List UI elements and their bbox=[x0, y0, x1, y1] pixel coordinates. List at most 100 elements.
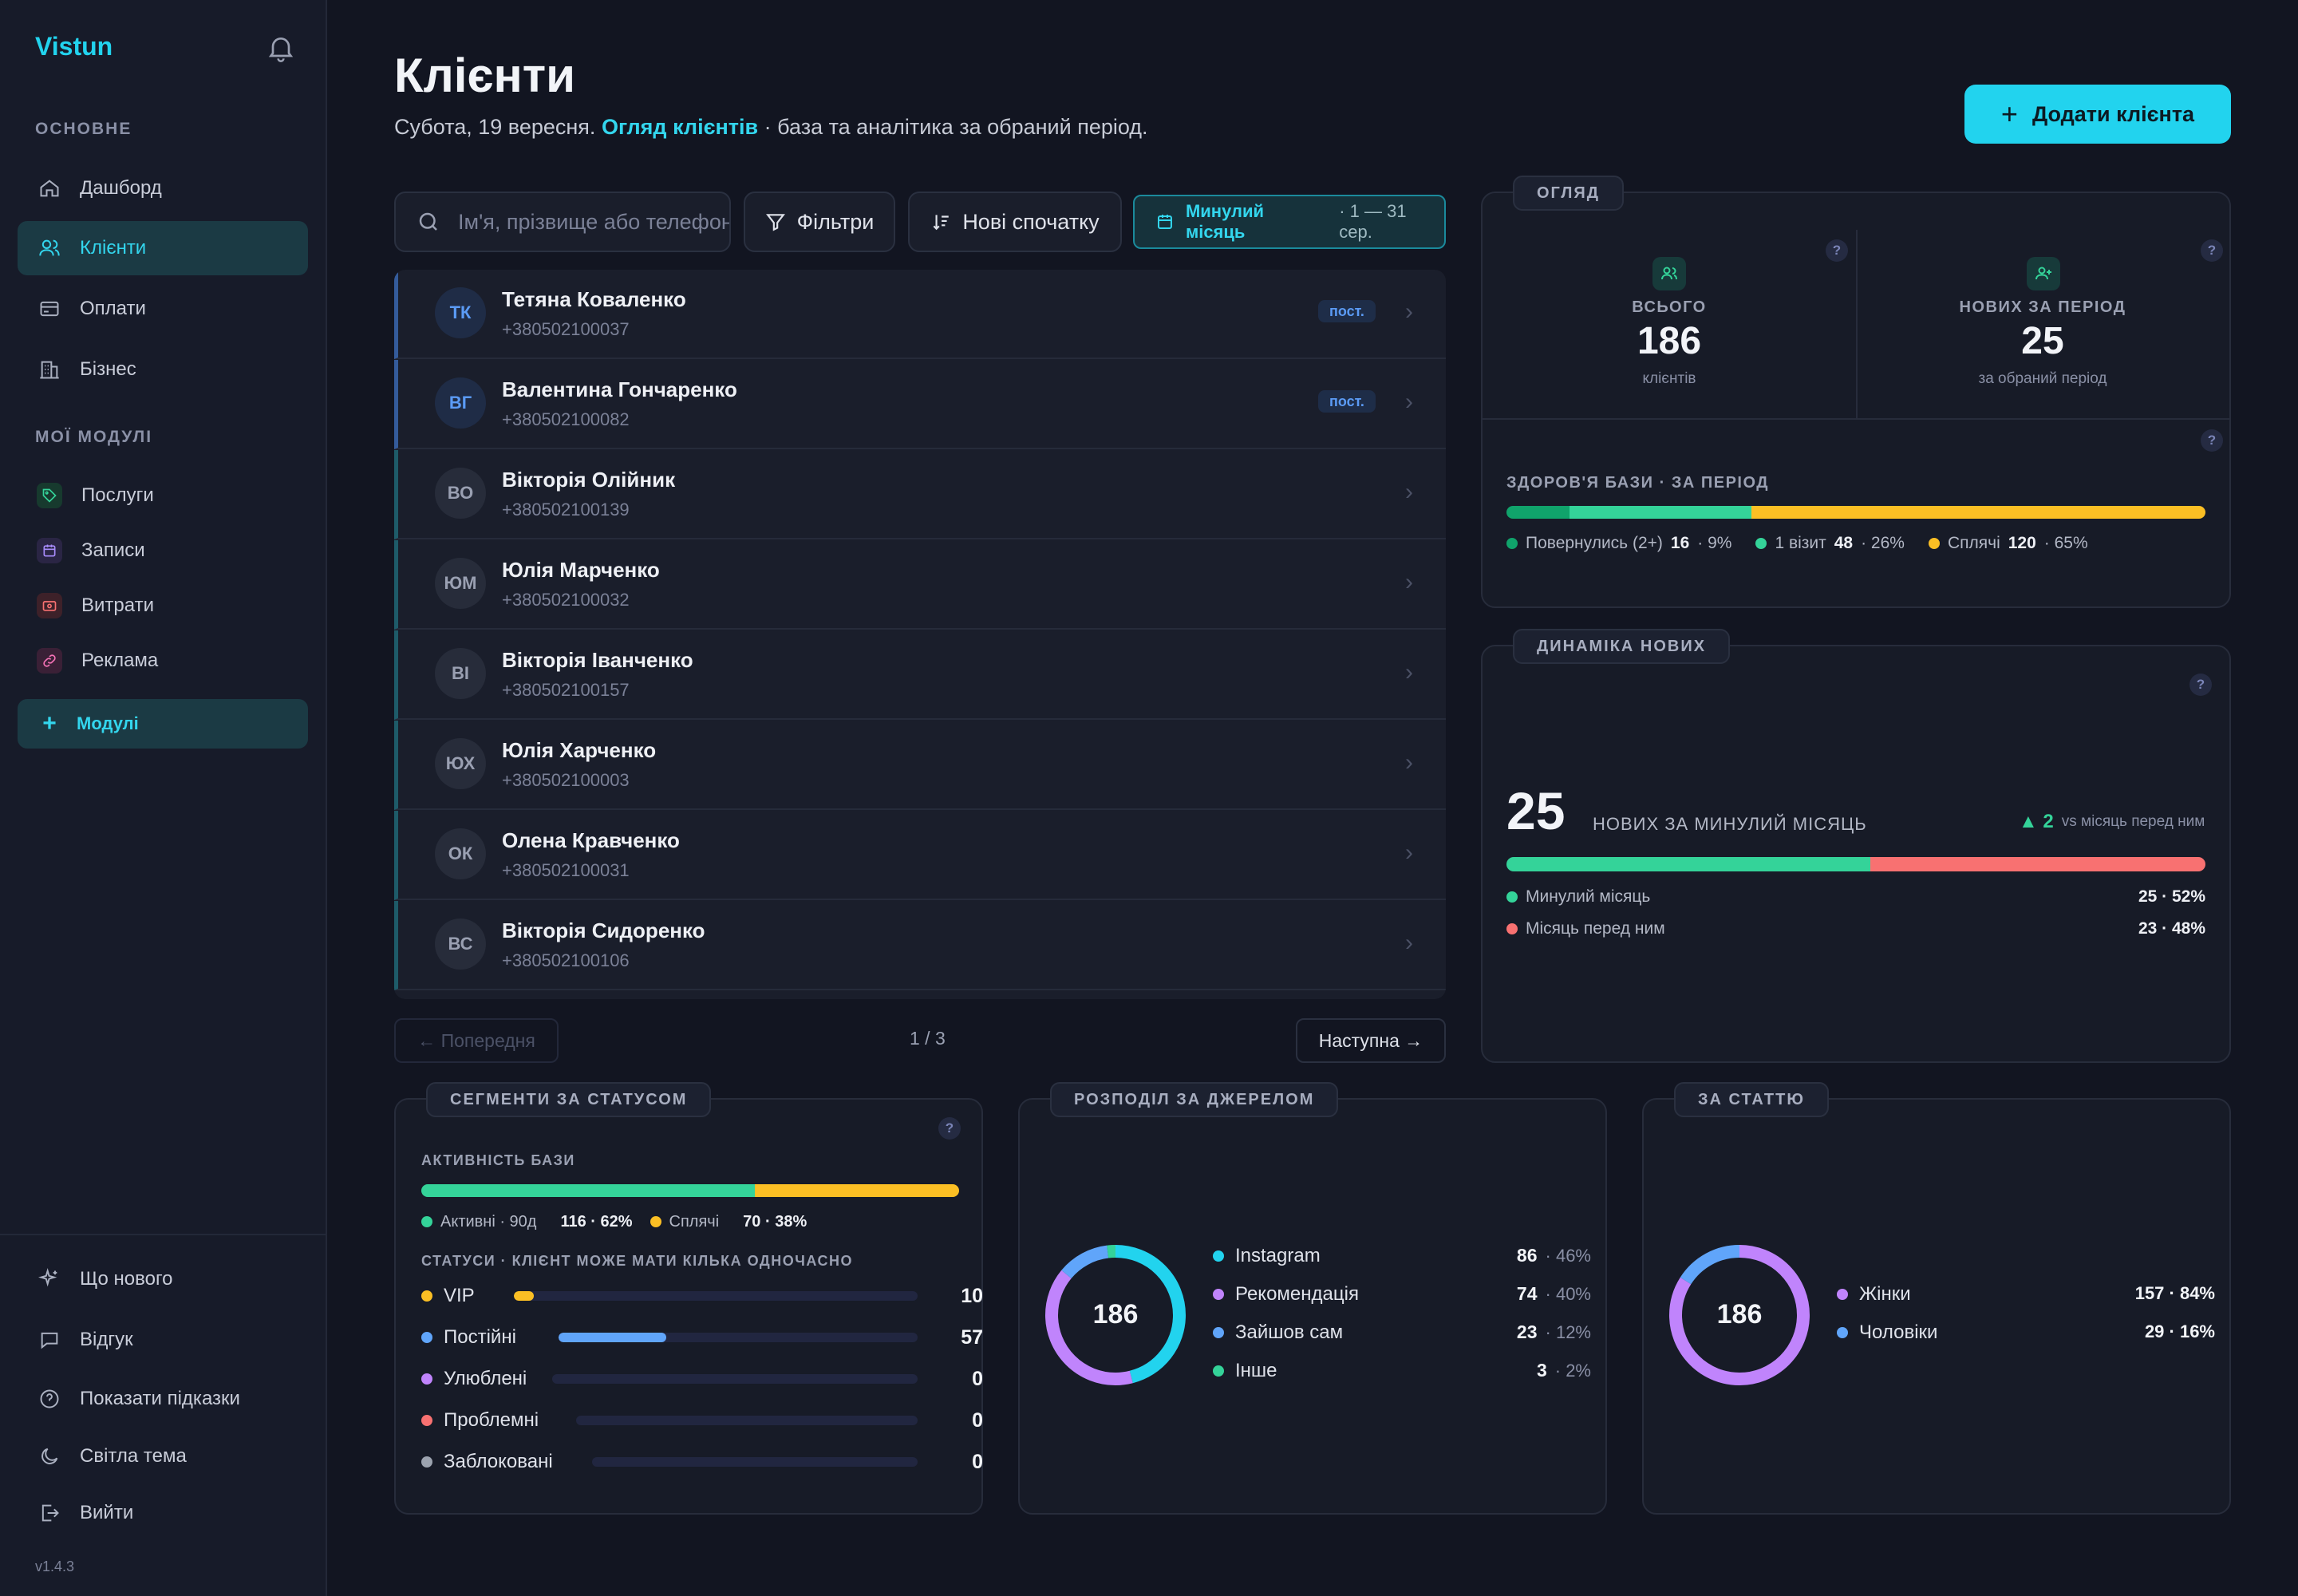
next-page-button[interactable]: Наступна → bbox=[1296, 1018, 1446, 1063]
sidebar-item-clients[interactable]: Клієнти bbox=[18, 221, 308, 275]
help-icon[interactable]: ? bbox=[938, 1117, 961, 1140]
filters-button[interactable]: Фільтри bbox=[744, 192, 895, 252]
status-label: VIP bbox=[421, 1285, 475, 1307]
modules-button[interactable]: + Модулі bbox=[18, 699, 308, 749]
add-client-button[interactable]: + Додати клієнта bbox=[1964, 85, 2231, 144]
calendar-icon bbox=[1157, 215, 1172, 229]
sidebar-item-ads[interactable]: Реклама bbox=[18, 634, 308, 688]
new-value: 25 bbox=[2021, 320, 2064, 362]
legend-value: 120 bbox=[2008, 534, 2036, 552]
client-name: Юлія Марченко bbox=[502, 558, 660, 582]
client-row[interactable]: ЮМ Юлія Марченко +380502100032 › bbox=[394, 540, 1446, 630]
source-label: Instagram bbox=[1213, 1245, 1321, 1267]
period-selector[interactable]: Минулий місяць · 1 — 31 сер. bbox=[1133, 195, 1446, 249]
sidebar-item-records[interactable]: Записи bbox=[18, 523, 308, 578]
client-row[interactable]: ТК Тетяна Коваленко +380502100037 пост. › bbox=[394, 270, 1446, 359]
wallet-icon bbox=[37, 593, 62, 618]
logout-icon bbox=[37, 1500, 62, 1526]
sources-donut-chart bbox=[1045, 1245, 1186, 1385]
search-input[interactable] bbox=[458, 209, 729, 235]
legend-dot bbox=[1755, 538, 1767, 549]
sidebar-item-dashboard[interactable]: Дашборд bbox=[18, 161, 308, 215]
prev-page-button[interactable]: ← Попередня bbox=[394, 1018, 559, 1063]
sidebar-item-label: Дашборд bbox=[80, 177, 162, 199]
status-badge: пост. bbox=[1318, 300, 1376, 322]
client-name: Валентина Гончаренко bbox=[502, 377, 737, 401]
help-icon[interactable]: ? bbox=[2189, 674, 2212, 696]
bar-segment bbox=[1506, 506, 1570, 519]
home-icon bbox=[37, 176, 62, 201]
chevron-right-icon[interactable]: › bbox=[1405, 930, 1413, 956]
status-label: Улюблені bbox=[421, 1368, 527, 1390]
client-phone: +380502100032 bbox=[502, 590, 630, 610]
dynamics-row-value: 23 · 48% bbox=[2138, 919, 2205, 938]
client-row[interactable]: ЮХ Юлія Харченко +380502100003 › bbox=[394, 721, 1446, 810]
legend-dot bbox=[1213, 1289, 1224, 1300]
sidebar-item-services[interactable]: Послуги bbox=[18, 468, 308, 523]
chevron-right-icon[interactable]: › bbox=[1405, 569, 1413, 595]
client-row[interactable]: ВО Вікторія Олійник +380502100139 › bbox=[394, 450, 1446, 539]
source-value: 23 · 12% bbox=[1517, 1321, 1591, 1343]
subtitle-suffix: · база та аналітика за обраний період. bbox=[764, 115, 1148, 139]
legend-dot bbox=[421, 1290, 432, 1302]
donut-slice bbox=[1669, 1245, 1810, 1385]
dynamics-bar bbox=[1506, 857, 2205, 871]
dynamics-row-label: Минулий місяць bbox=[1506, 887, 1650, 907]
search-box[interactable] bbox=[394, 192, 731, 252]
sidebar-item-expenses[interactable]: Витрати bbox=[18, 579, 308, 633]
gender-value: 157 · 84% bbox=[2134, 1283, 2215, 1303]
help-icon[interactable]: ? bbox=[1826, 239, 1848, 262]
sidebar-item-whats-new[interactable]: Що нового bbox=[18, 1252, 308, 1306]
chevron-right-icon[interactable]: › bbox=[1405, 479, 1413, 505]
sort-button[interactable]: Нові спочатку bbox=[908, 192, 1122, 252]
chevron-right-icon[interactable]: › bbox=[1405, 839, 1413, 866]
sidebar-item-business[interactable]: Бізнес bbox=[18, 342, 308, 397]
gender-row: Жінки 157 · 84% bbox=[1837, 1283, 2215, 1307]
legend-dot bbox=[650, 1216, 661, 1227]
page-title: Клієнти bbox=[394, 49, 576, 102]
status-value: 0 bbox=[972, 1409, 983, 1432]
client-phone: +380502100139 bbox=[502, 500, 630, 519]
bell-icon[interactable] bbox=[265, 32, 297, 64]
sidebar-item-light-theme[interactable]: Світла тема bbox=[18, 1429, 308, 1483]
status-value: 10 bbox=[961, 1285, 983, 1307]
client-row[interactable]: ВГ Валентина Гончаренко +380502100082 пост.… bbox=[394, 360, 1446, 449]
chevron-right-icon[interactable]: › bbox=[1405, 389, 1413, 415]
overview-card: ОГЛЯД ? ? ВСЬОГО 186 клієнтів НОВИХ ЗА П… bbox=[1481, 176, 2231, 608]
legend-dot bbox=[421, 1216, 432, 1227]
client-row[interactable]: ВІ Вікторія Іванченко +380502100157 › bbox=[394, 630, 1446, 720]
sidebar-item-logout[interactable]: Вийти bbox=[18, 1486, 308, 1540]
plus-icon: + bbox=[2000, 97, 2018, 130]
sidebar-item-feedback[interactable]: Відгук bbox=[18, 1313, 308, 1367]
help-icon[interactable]: ? bbox=[2201, 429, 2223, 452]
chevron-right-icon[interactable]: › bbox=[1405, 749, 1413, 776]
legend-value: 116 · 62% bbox=[560, 1212, 633, 1231]
source-pct: · 12% bbox=[1545, 1322, 1591, 1342]
filters-label: Фільтри bbox=[796, 209, 875, 234]
legend-dot bbox=[1506, 538, 1518, 549]
status-track bbox=[576, 1416, 918, 1425]
legend-pct: · 26% bbox=[1861, 534, 1905, 552]
activity-legend-item: Активні · 90д 116 · 62% bbox=[421, 1210, 633, 1234]
chevron-right-icon[interactable]: › bbox=[1405, 659, 1413, 685]
delta-note: vs місяць перед ним bbox=[2061, 813, 2205, 830]
source-name: Instagram bbox=[1235, 1245, 1321, 1266]
total-value: 186 bbox=[1637, 320, 1702, 362]
sidebar-item-payments[interactable]: Оплати bbox=[18, 282, 308, 336]
sidebar-item-hints[interactable]: Показати підказки bbox=[18, 1372, 308, 1426]
source-name: Рекомендація bbox=[1235, 1283, 1359, 1305]
brand-logo[interactable]: Vistun bbox=[35, 32, 113, 61]
legend-label: Місяць перед ним bbox=[1526, 919, 1665, 938]
overview-divider bbox=[1856, 230, 1858, 420]
bar-segment bbox=[1751, 506, 2205, 519]
status-name: Постійні bbox=[444, 1326, 516, 1348]
source-row: Instagram 86 · 46% bbox=[1213, 1245, 1591, 1269]
client-row[interactable]: ВС Вікторія Сидоренко +380502100106 › bbox=[394, 901, 1446, 990]
client-row[interactable]: ОК Олена Кравченко +380502100031 › bbox=[394, 811, 1446, 900]
help-icon[interactable]: ? bbox=[2201, 239, 2223, 262]
client-phone: +380502100106 bbox=[502, 950, 630, 970]
chevron-right-icon[interactable]: › bbox=[1405, 298, 1413, 325]
calendar-icon bbox=[37, 538, 62, 563]
status-track bbox=[552, 1374, 918, 1384]
health-bar bbox=[1506, 506, 2205, 519]
